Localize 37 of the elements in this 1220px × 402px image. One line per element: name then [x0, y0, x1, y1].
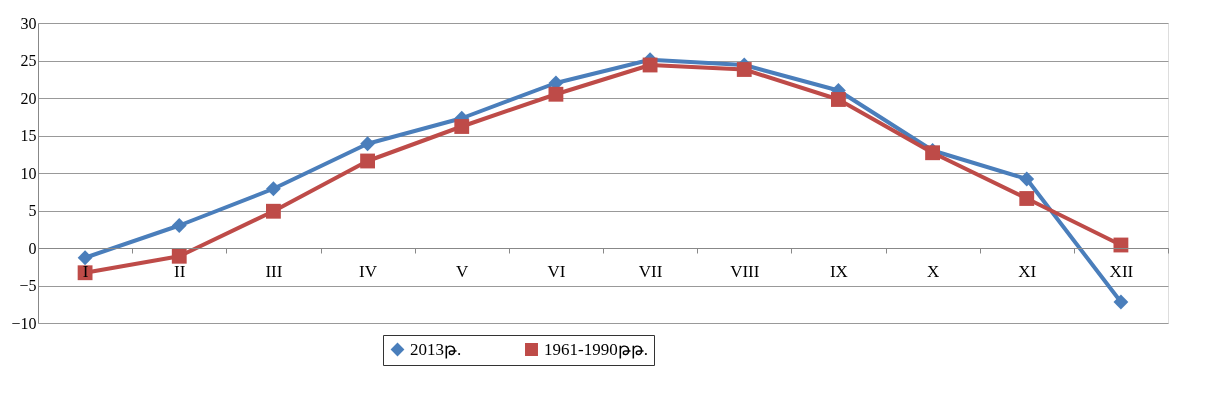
legend-label: 2013թ.: [410, 339, 462, 359]
point: [171, 248, 187, 264]
legend-label: 1961-1990թթ.: [544, 339, 648, 359]
y-tick-label: 15: [20, 127, 37, 144]
point: [1019, 171, 1035, 187]
point: [1113, 294, 1129, 310]
y-tick-label: 10: [20, 164, 37, 182]
y-tick-label: 30: [20, 14, 37, 32]
x-tick-label: X: [926, 261, 940, 281]
point: [360, 153, 375, 169]
point: [1019, 191, 1035, 206]
point: [266, 203, 281, 219]
point: [548, 86, 564, 102]
x-tick-label: V: [456, 261, 470, 281]
y-tick-label: 0: [28, 239, 37, 257]
x-tick-label: IV: [359, 261, 378, 281]
x-tick-label: VI: [547, 261, 566, 281]
x-tick-label: XI: [1018, 261, 1037, 281]
x-tick-label: VIII: [730, 261, 760, 281]
x-tick-label: I: [82, 261, 89, 281]
y-tick-label: 25: [20, 52, 37, 69]
y-tick-label: 20: [20, 89, 37, 107]
y-tick-label: −5: [19, 277, 37, 294]
point: [831, 92, 846, 107]
x-tick-label: VII: [638, 261, 663, 281]
x-tick-label: III: [265, 261, 283, 281]
point: [77, 250, 93, 266]
x-tick-label: IX: [829, 261, 848, 281]
point: [360, 136, 375, 152]
x-tick-label: XII: [1109, 261, 1134, 281]
point: [266, 181, 281, 197]
point: [454, 119, 470, 134]
x-tick-label: II: [174, 261, 186, 281]
y-tick-label: 5: [28, 202, 37, 219]
point: [171, 218, 187, 233]
point: [736, 62, 752, 77]
y-tick-label: −10: [11, 314, 37, 332]
